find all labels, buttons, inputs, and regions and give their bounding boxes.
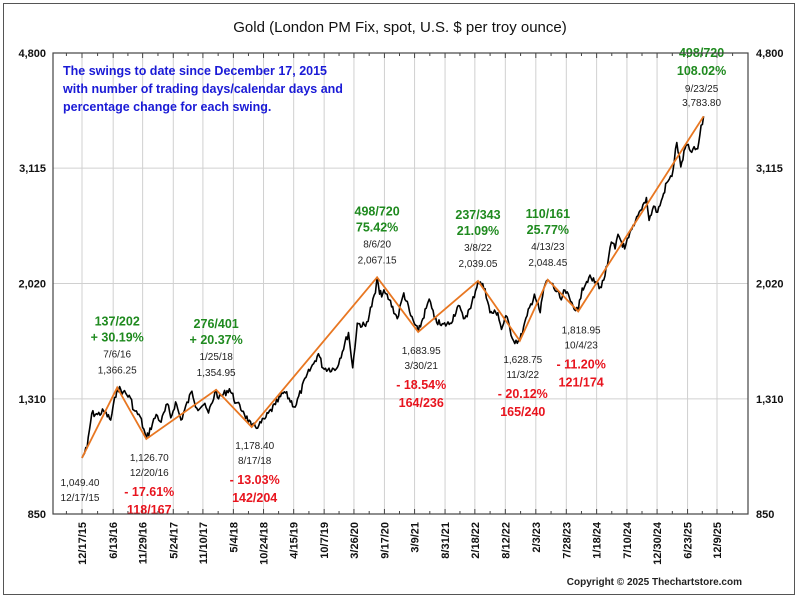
note-line: The swings to date since December 17, 20… [63, 64, 327, 78]
plot-area-border [52, 52, 749, 515]
copyright: Copyright © 2025 Thechartstore.com [567, 577, 742, 588]
swing-line [81, 115, 705, 459]
y-tick-label-right: 3,115 [756, 163, 783, 175]
swing-change-label: 75.42% [356, 220, 398, 234]
x-tick-label: 2/18/22 [470, 522, 482, 559]
swing-price-label: 1,818.95 [562, 325, 601, 336]
x-tick-label: 11/29/16 [138, 522, 150, 564]
x-tick-label: 2/3/23 [531, 522, 543, 553]
price-line [81, 116, 705, 459]
x-tick-label: 6/23/25 [683, 522, 695, 559]
swing-days-label: 498/720 [355, 204, 400, 218]
swing-change-label: - 18.54% [396, 378, 446, 392]
swing-price-label: 1,628.75 [503, 355, 542, 366]
x-axis: 12/17/15 6/13/16 11/29/16 5/24/17 11/10/17 5/… [65, 53, 734, 565]
swing-date-label: 12/17/15 [61, 493, 100, 504]
swing-date-label: 8/17/18 [238, 456, 272, 467]
swing-price-label: 1,366.25 [98, 366, 137, 377]
swing-change-label: - 17.61% [124, 485, 174, 499]
swing-days-label: 137/202 [95, 315, 140, 329]
x-tick-label: 1/18/24 [592, 521, 604, 559]
swing-date-label: 11/3/22 [506, 370, 539, 381]
swing-price-label: 1,683.95 [402, 346, 441, 357]
swing-days-label: 165/240 [500, 405, 545, 419]
x-tick-label: 12/9/25 [712, 522, 724, 559]
y-tick-label-right: 1,310 [756, 394, 784, 406]
swing-date-label: 9/23/25 [685, 84, 719, 95]
swing-price-label: 1,178.40 [235, 441, 274, 452]
swing-series [81, 115, 705, 459]
x-tick-label: 6/13/16 [108, 522, 120, 559]
x-tick-label: 10/24/18 [259, 522, 271, 565]
y-tick-label-right: 4,800 [756, 48, 784, 60]
x-tick-label: 11/10/17 [198, 522, 210, 564]
x-tick-label: 8/12/22 [500, 522, 512, 559]
swing-days-label: 142/204 [232, 491, 277, 505]
swing-change-label: + 20.37% [190, 333, 243, 347]
swing-days-label: 237/343 [455, 208, 500, 222]
swing-price-label: 1,049.40 [61, 478, 100, 489]
x-tick-label: 5/24/17 [168, 522, 180, 559]
y-tick-label-left: 1,310 [18, 394, 46, 406]
chart-frame [3, 3, 795, 595]
note-line: with number of trading days/calendar day… [62, 82, 343, 96]
x-tick-label: 7/28/23 [561, 522, 573, 559]
x-tick-label: 3/9/21 [410, 522, 422, 553]
x-tick-label: 8/31/21 [440, 522, 452, 559]
swing-days-label: 118/167 [127, 503, 172, 517]
y-tick-label-right: 2,020 [756, 278, 784, 290]
price-series [81, 116, 705, 459]
swing-date-label: 3/8/22 [464, 243, 492, 254]
swing-price-label: 3,783.80 [682, 98, 721, 109]
swing-price-label: 1,354.95 [197, 368, 236, 379]
swing-price-label: 1,126.70 [130, 453, 169, 464]
swing-change-label: - 11.20% [556, 357, 605, 371]
y-tick-label-left: 2,020 [18, 278, 46, 290]
swing-days-label: 164/236 [399, 396, 444, 410]
swing-days-label: 121/174 [559, 375, 604, 389]
x-tick-label: 10/7/19 [319, 522, 331, 559]
swing-price-label: 2,048.45 [528, 258, 567, 269]
x-tick-label: 12/17/15 [77, 522, 89, 565]
y-tick-label-left: 850 [28, 509, 46, 521]
swing-date-label: 7/6/16 [103, 350, 131, 361]
swing-change-label: 108.02% [677, 64, 726, 78]
swing-labels: 1,049.40 12/17/15 137/202 + 30.19% 7/6/16 1,3… [61, 46, 727, 517]
x-tick-label: 9/17/20 [379, 522, 391, 559]
swing-change-label: - 20.12% [498, 387, 548, 401]
y-axis-left: 4,800 3,115 2,020 1,310 850 [18, 48, 46, 521]
y-tick-label-right: 850 [756, 509, 774, 521]
swing-days-label: 110/161 [526, 207, 571, 221]
y-axis-right: 4,800 3,115 2,020 1,310 850 [756, 48, 784, 521]
gridlines [53, 53, 748, 514]
swing-date-label: 1/25/18 [199, 352, 233, 363]
swing-date-label: 8/6/20 [363, 239, 391, 250]
y-tick-label-left: 4,800 [18, 48, 46, 60]
x-tick-label: 12/30/24 [652, 521, 664, 565]
swing-change-label: + 30.19% [91, 331, 144, 345]
swing-date-label: 3/30/21 [405, 361, 439, 372]
swing-change-label: 21.09% [457, 224, 499, 238]
swing-date-label: 10/4/23 [564, 340, 598, 351]
swing-date-label: 4/13/23 [531, 242, 565, 253]
swing-price-label: 2,067.15 [358, 255, 397, 266]
x-tick-label: 3/26/20 [349, 522, 361, 559]
y-tick-label-left: 3,115 [19, 163, 46, 175]
x-tick-label: 4/15/19 [289, 522, 301, 559]
swing-price-label: 2,039.05 [459, 259, 498, 270]
swing-days-label: 276/401 [194, 317, 239, 331]
x-tick-label: 7/10/24 [622, 521, 634, 559]
annotation-note: The swings to date since December 17, 20… [62, 64, 343, 114]
swing-change-label: - 13.03% [230, 473, 280, 487]
swing-change-label: 25.77% [527, 223, 569, 237]
swing-date-label: 12/20/16 [130, 468, 169, 479]
chart-title: Gold (London PM Fix, spot, U.S. $ per tr… [233, 19, 567, 36]
x-tick-label: 5/4/18 [228, 522, 240, 553]
note-line: percentage change for each swing. [63, 100, 271, 114]
